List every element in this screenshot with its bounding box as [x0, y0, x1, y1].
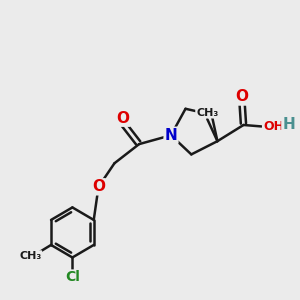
- Text: CH₃: CH₃: [19, 251, 41, 261]
- Text: O: O: [236, 89, 249, 104]
- Text: N: N: [165, 128, 177, 143]
- Text: OH: OH: [263, 120, 284, 133]
- Text: O: O: [92, 179, 105, 194]
- Text: H: H: [282, 118, 295, 133]
- Text: CH₃: CH₃: [196, 108, 218, 118]
- Text: O: O: [117, 111, 130, 126]
- Text: Cl: Cl: [65, 271, 80, 284]
